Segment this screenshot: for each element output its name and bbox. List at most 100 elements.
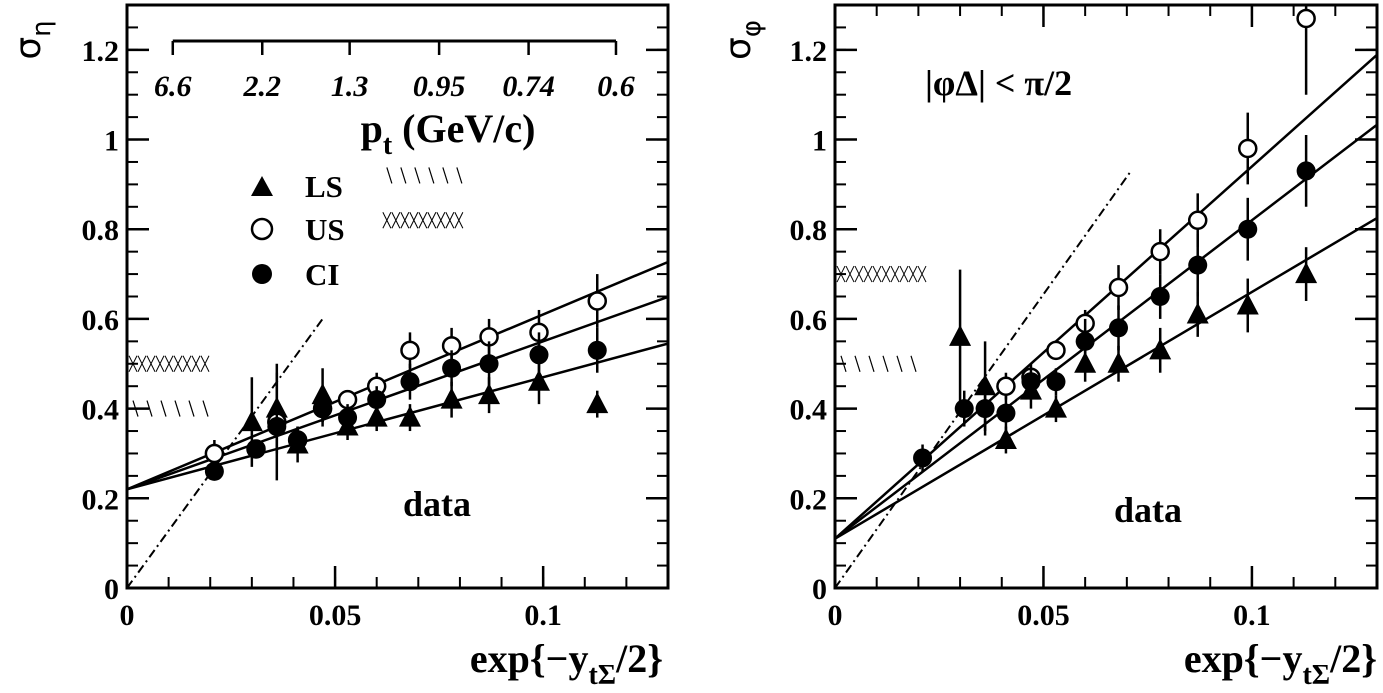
left-hatch-legend: [456, 167, 463, 184]
legend-ls-marker: [251, 176, 273, 196]
right-point-us: [1296, 8, 1316, 29]
left-xtick-label: 0.05: [309, 599, 362, 632]
left-ticks: 0 0.2 0.4 0.6 0.8 1 1.2 0 0.05 0.1: [82, 4, 669, 632]
left-ytick-label: 0: [104, 573, 119, 606]
right-point-ci: [1109, 318, 1129, 338]
left-ytick-label: 0.4: [82, 394, 120, 427]
right-point-ci: [1188, 255, 1208, 275]
right-point-us: [1187, 210, 1208, 231]
pt-axis-label: pt (GeV/c): [361, 106, 536, 161]
left-point-ci: [246, 439, 266, 459]
right-hatch-mark: [882, 355, 889, 372]
right-point-ci: [996, 403, 1016, 423]
right-point-ci: [913, 448, 933, 468]
right-point-ls: [1295, 262, 1318, 284]
left-point-us: [204, 443, 225, 464]
right-point-ls: [1236, 293, 1259, 315]
right-ytick-label: 0: [812, 573, 827, 606]
pt-tick-label: 2.2: [243, 70, 282, 103]
right-hatches: [836, 265, 927, 372]
left-ytick-label: 1.2: [82, 35, 120, 68]
left-hatch-legend: [445, 212, 455, 229]
left-hatch-mark: [137, 355, 147, 372]
left-hatch-mark: [202, 400, 209, 417]
legend: LS US CI: [250, 169, 345, 292]
left-hatches: [128, 167, 464, 417]
left-ytick-label: 0.6: [82, 304, 120, 337]
left-hatch-mark: [164, 355, 174, 372]
left-point-ci: [400, 372, 420, 392]
pt-tick-label: 0.95: [413, 70, 466, 103]
right-point-us: [1108, 277, 1129, 298]
right-hatch-mark: [836, 265, 846, 283]
left-xtick-label: 0: [120, 599, 135, 632]
left-point-us: [587, 291, 608, 311]
right-point-ls: [1149, 338, 1172, 360]
right-point-ci: [1021, 372, 1041, 392]
left-point-ls: [440, 387, 463, 409]
pt-tick-label: 6.6: [154, 70, 192, 103]
left-hatch-mark: [191, 355, 201, 372]
left-hatch-legend: [442, 167, 449, 184]
right-ytick-label: 0.2: [790, 483, 828, 516]
right-ytick-label: 0.8: [790, 214, 828, 247]
left-hatch-legend: [386, 167, 393, 184]
right-xtick-label: 0: [828, 599, 843, 632]
right-hatch-mark: [910, 355, 917, 372]
legend-ci-marker: [252, 264, 272, 284]
right-point-ls: [1044, 396, 1067, 418]
right-hatch-mark: [899, 265, 909, 283]
left-hatch-mark: [146, 400, 153, 417]
left-y-axis-label: ση: [8, 20, 57, 59]
right-point-ci: [1238, 219, 1258, 239]
right-fit-line: [835, 216, 1377, 540]
left-ytick-label: 0.8: [82, 214, 120, 247]
left-hatch-mark: [132, 400, 139, 417]
left-ytick-label: 1: [104, 125, 119, 158]
right-ytick-label: 1: [812, 125, 827, 158]
right-marks: [835, 5, 1377, 588]
right-y-axis-label: σφ: [718, 20, 767, 60]
left-point-ci: [529, 345, 549, 365]
left-marks: [127, 260, 668, 588]
right-point-ci: [1046, 372, 1066, 392]
right-hatch-mark: [854, 355, 861, 372]
right-point-ci: [1150, 287, 1170, 306]
left-ytick-label: 0.2: [82, 483, 120, 516]
left-hatch-legend: [418, 212, 428, 229]
left-data-annotation: data: [403, 484, 471, 524]
left-hatch-legend: [436, 212, 446, 229]
right-point-us: [996, 376, 1016, 396]
legend-us-marker: [250, 217, 274, 241]
right-point-ci: [975, 399, 995, 419]
left-point-ci: [479, 354, 499, 374]
left-point-ci: [288, 430, 308, 450]
left-hatch-mark: [188, 400, 195, 417]
pt-tick-label: 0.6: [597, 70, 635, 103]
left-point-ls: [527, 369, 550, 391]
left-point-ci: [267, 417, 287, 437]
left-point-ls: [240, 410, 263, 432]
right-x-axis-label: exp{−ytΣ/2}: [1184, 636, 1377, 691]
right-hatch-mark: [881, 265, 891, 283]
left-hatch-mark: [128, 355, 138, 372]
right-hatch-mark: [845, 265, 855, 283]
left-x-axis-label: exp{−ytΣ/2}: [470, 636, 663, 691]
left-hatch-mark: [173, 355, 183, 372]
left-hatch-legend: [414, 167, 421, 184]
left-hatch-mark: [174, 400, 181, 417]
left-hatch-legend: [400, 212, 410, 229]
right-point-ls: [994, 428, 1017, 450]
right-point-ci: [1075, 331, 1095, 351]
left-point-ls: [398, 405, 421, 427]
left-point-ci: [587, 340, 607, 360]
right-point-ls: [949, 324, 972, 346]
legend-us-label: US: [305, 212, 345, 247]
right-hatch-mark: [863, 265, 873, 283]
pt-tick-label: 1.3: [331, 70, 369, 103]
left-point-ci: [204, 461, 224, 481]
right-xtick-label: 0.1: [1233, 599, 1271, 632]
right-fit-line: [835, 53, 1377, 540]
left-xtick-label: 0.1: [524, 599, 562, 632]
